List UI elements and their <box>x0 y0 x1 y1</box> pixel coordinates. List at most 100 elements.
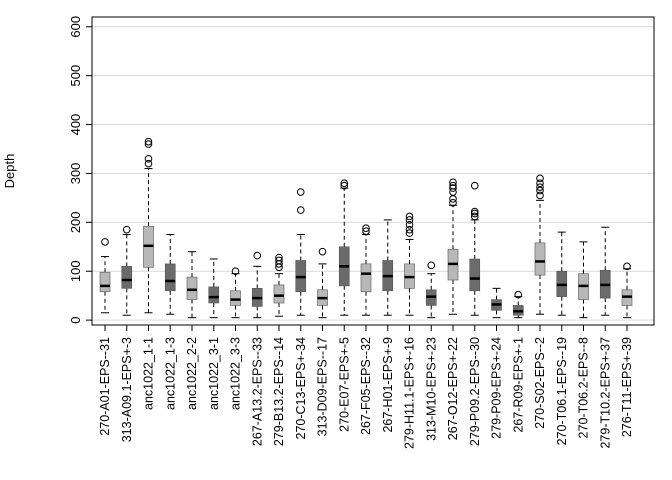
x-tick-label: 313-M10-EPS+-23 <box>424 337 438 441</box>
box-18 <box>491 287 502 319</box>
x-tick-label: 267-H01-EPS+-9 <box>381 337 395 433</box>
box-12 <box>360 224 372 316</box>
grid-lines <box>92 26 654 321</box>
x-tick-label: 270-C13-EPS+-34 <box>294 337 308 440</box>
y-tick-label: 0 <box>68 316 83 323</box>
box-11 <box>338 179 350 316</box>
x-tick-label: 276-T11-EPS+-39 <box>620 337 634 437</box>
box-13 <box>382 219 394 316</box>
x-tick-label: 313-A09.1-EPS+-3 <box>120 337 134 442</box>
outlier-point <box>144 159 153 168</box>
y-tick-label: 300 <box>68 163 83 185</box>
outlier-point <box>231 267 240 276</box>
outlier-point <box>101 238 109 246</box>
x-tick-label: 270-A01-EPS--31 <box>98 337 112 436</box>
x-tick-label: 267-F05-EPS--32 <box>359 337 373 435</box>
outlier-point <box>536 191 544 200</box>
outlier-point <box>405 229 414 237</box>
outlier-point <box>275 256 283 265</box>
x-tick-label: 279-T10.2-EPS+-37 <box>598 337 612 449</box>
y-tick-label: 200 <box>68 211 83 233</box>
x-tick-label: 279-B13.2-EPS--14 <box>272 337 286 446</box>
outlier-point <box>449 178 457 187</box>
outlier-point <box>536 183 544 191</box>
x-tick-label: 313-D09-EPS--17 <box>316 337 330 436</box>
iqr-box <box>208 286 220 304</box>
outlier-point <box>536 179 544 188</box>
outlier-point <box>340 179 349 188</box>
box-3 <box>164 234 176 315</box>
outlier-point <box>275 253 283 262</box>
x-tick-label: anc1022_1-1 <box>142 337 156 410</box>
outlier-point <box>449 184 457 192</box>
x-tick-label: 267-A13.2-EPS--33 <box>250 337 264 446</box>
x-tick-label: anc1022_2-2 <box>185 337 199 410</box>
box-21 <box>556 231 568 316</box>
x-tick-label: 279-P09-EPS+-24 <box>490 337 504 439</box>
x-tick-label: 270-E07-EPS+-5 <box>337 337 351 432</box>
box-5 <box>208 258 220 319</box>
box-22 <box>578 241 589 319</box>
box-7 <box>251 251 263 319</box>
iqr-box <box>230 290 241 306</box>
box-9 <box>295 188 307 316</box>
box-17 <box>469 181 481 316</box>
outlier-point <box>405 212 414 221</box>
x-tick-label: anc1022_3-1 <box>207 337 221 410</box>
box-23 <box>599 226 611 316</box>
x-tick-label: 267-R09-EPS+-1 <box>511 337 525 433</box>
outlier-point <box>470 209 479 218</box>
x-tick-label: 270-T06.1-EPS--19 <box>555 337 569 445</box>
box-8 <box>273 253 285 317</box>
outlier-point <box>536 174 544 183</box>
box-20 <box>534 174 546 315</box>
box-0 <box>99 238 111 314</box>
y-tick-label: 100 <box>68 260 83 282</box>
outlier-point <box>427 261 436 270</box>
iqr-box <box>164 263 176 292</box>
outlier-point <box>405 220 414 229</box>
plot-frame <box>91 16 655 326</box>
outlier-point <box>470 212 479 221</box>
iqr-box <box>121 266 133 289</box>
outlier-point <box>296 188 305 196</box>
outlier-point <box>470 207 479 216</box>
x-tick-label: 270-T06.2-EPS--8 <box>577 337 591 438</box>
box-1 <box>121 225 133 316</box>
outlier-point <box>623 262 631 271</box>
iqr-box <box>469 258 481 292</box>
y-tick-label: 400 <box>68 114 83 136</box>
iqr-box <box>273 284 285 304</box>
outlier-point <box>144 154 153 163</box>
iqr-box <box>186 276 198 300</box>
outlier-point <box>470 181 479 190</box>
box-19 <box>512 290 524 319</box>
outlier-point <box>536 186 544 195</box>
y-tick-label: 500 <box>68 65 83 87</box>
x-tick-label: 279-P09.2-EPS--30 <box>468 337 482 446</box>
outlier-point <box>449 181 457 190</box>
box-24 <box>621 262 633 319</box>
y-axis: 0 100 200 300 400 500 600 <box>68 16 92 324</box>
outlier-point <box>362 227 370 235</box>
outlier-point <box>405 216 414 224</box>
iqr-box <box>99 271 111 293</box>
boxes <box>99 137 633 319</box>
x-tick-label: anc1022_3-3 <box>229 337 243 410</box>
box-4 <box>186 251 198 319</box>
outlier-point <box>514 290 523 299</box>
box-14 <box>404 212 415 316</box>
box-10 <box>317 247 328 319</box>
y-axis-label: Depth <box>2 154 17 189</box>
x-tick-label: 267-O12-EPS+-22 <box>446 337 460 440</box>
outlier-point <box>144 137 153 146</box>
iqr-box <box>534 242 546 276</box>
outlier-point <box>318 247 327 256</box>
x-tick-label: anc1022_1-3 <box>163 337 177 410</box>
outlier-point <box>362 224 370 232</box>
box-15 <box>425 261 437 319</box>
x-tick-label: 270-S02-EPS--2 <box>533 337 547 429</box>
outlier-point <box>253 251 262 260</box>
box-16 <box>447 178 459 315</box>
